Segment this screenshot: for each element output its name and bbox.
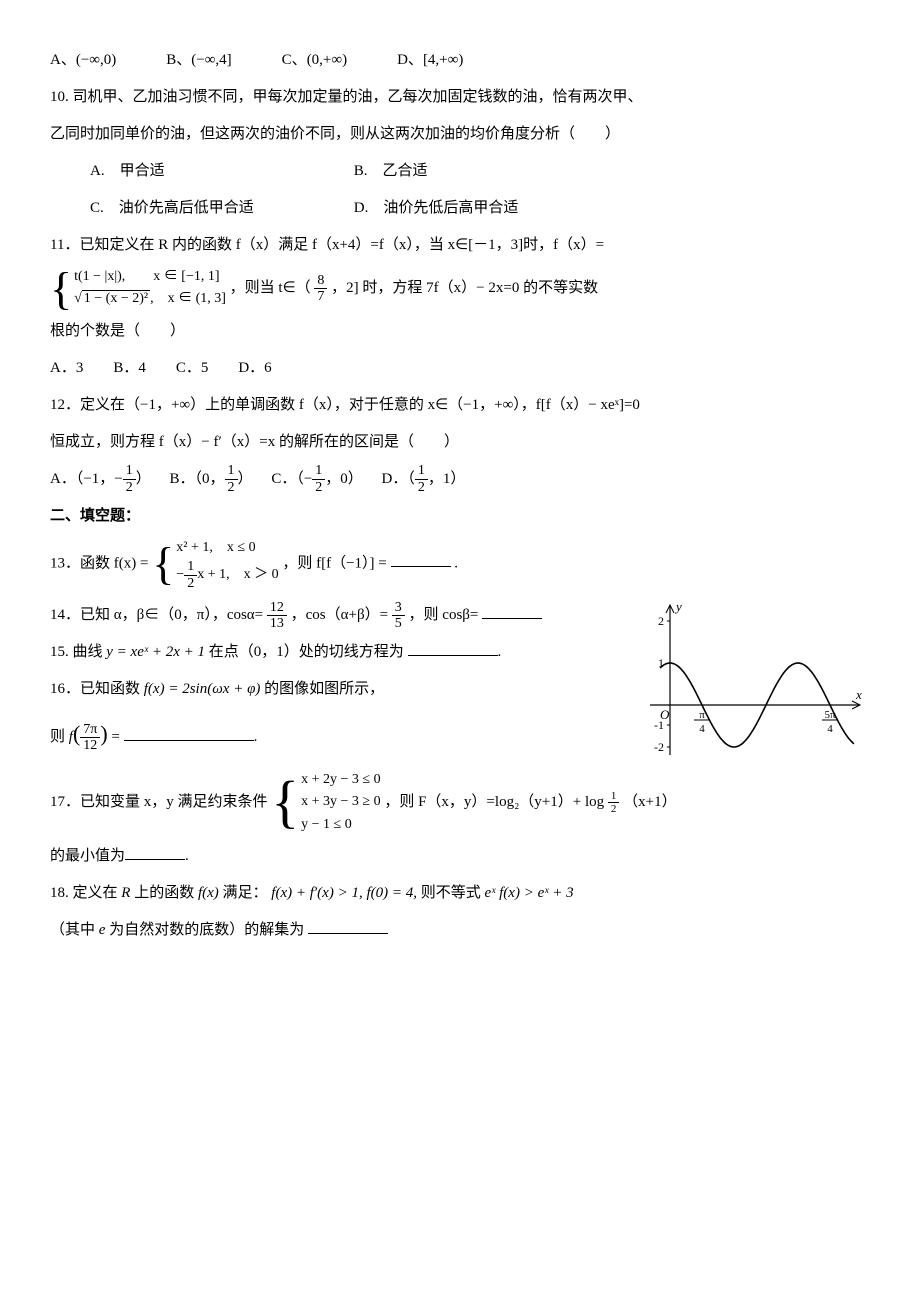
q9-opt-b: B、(−∞,4] xyxy=(166,44,231,77)
q13-p1: x² + 1, x ≤ 0 xyxy=(176,537,278,559)
q12-opt-a: A．（−1，−12） xyxy=(50,471,151,487)
section-fill-heading: 二、填空题： xyxy=(50,500,870,533)
q11-piece2: √1 − (x − 2)², x ∈ (1, 3] xyxy=(74,288,226,310)
q9-opt-d: D、[4,+∞) xyxy=(397,44,463,77)
q11-line1: 11．已知定义在 R 内的函数 f（x）满足 f（x+4）=f（x），当 x∈[… xyxy=(50,229,870,262)
q10-opt-d: D. 油价先低后高甲合适 xyxy=(354,200,519,216)
q9-options: A、(−∞,0) B、(−∞,4] C、(0,+∞) D、[4,+∞) xyxy=(50,44,870,77)
q17-line1: 17．已知变量 x，y 满足约束条件 { x + 2y − 3 ≤ 0 x + … xyxy=(50,769,870,836)
q10-opts-row1: A. 甲合适 B. 乙合适 xyxy=(50,155,870,188)
q12-opt-c: C．（−12，0） xyxy=(271,471,362,487)
q11-line3: 根的个数是（ ） xyxy=(50,315,870,348)
q13-post: . xyxy=(454,555,458,571)
brace-icon: { xyxy=(50,266,72,311)
q16-line2: 则 f(7π12) = . xyxy=(50,710,630,758)
q17-c3: y − 1 ≤ 0 xyxy=(301,814,380,836)
q12-opts: A．（−1，−12） B．（0，12） C．（−12，0） D．（12，1） xyxy=(50,463,870,496)
q10-opt-a: A. 甲合适 xyxy=(90,155,350,188)
svg-text:y: y xyxy=(674,599,682,614)
q18-line2: （其中 e 为自然对数的底数）的解集为 xyxy=(50,914,870,947)
sine-graph: 21-1-2Oyxπ45π4 xyxy=(640,595,870,765)
brace-icon: { xyxy=(271,769,299,836)
q13: 13．函数 f(x) = { x² + 1, x ≤ 0 −12x + 1, x… xyxy=(50,537,870,591)
q12-opt-b: B．（0，12） xyxy=(170,471,253,487)
q10-line1: 10. 司机甲、乙加油习惯不同，甲每次加定量的油，乙每次加固定钱数的油，恰有两次… xyxy=(50,81,870,114)
svg-text:2: 2 xyxy=(658,614,664,628)
q12-opt-d: D．（12，1） xyxy=(382,471,466,487)
q17-line2: 的最小值为. xyxy=(50,840,870,873)
q17-c1: x + 2y − 3 ≤ 0 xyxy=(301,769,380,791)
q11-piecewise: { t(1 − |x|), x ∈ [−1, 1] √1 − (x − 2)²,… xyxy=(50,266,226,311)
q13-mid: ，则 f[f（−1）] = xyxy=(282,555,390,571)
q13-p2: −12x + 1, x ＞ 0 xyxy=(176,559,278,591)
q15: 15. 曲线 y = xeˣ + 2x + 1 在点（0，1）处的切线方程为 . xyxy=(50,636,630,669)
q13-piecewise: { x² + 1, x ≤ 0 −12x + 1, x ＞ 0 xyxy=(152,537,278,591)
q11-mid: ，则当 t∈（ xyxy=(230,280,311,296)
brace-icon: { xyxy=(152,537,174,591)
q11-line2: { t(1 − |x|), x ∈ [−1, 1] √1 − (x − 2)²,… xyxy=(50,266,870,311)
svg-text:x: x xyxy=(855,687,862,702)
q12-line1: 12．定义在（−1，+∞）上的单调函数 f（x），对于任意的 x∈（−1，+∞）… xyxy=(50,389,870,422)
q11-opts: A．3 B．4 C．5 D．6 xyxy=(50,352,870,385)
q11-piece1: t(1 − |x|), x ∈ [−1, 1] xyxy=(74,266,226,288)
svg-text:O: O xyxy=(660,707,670,722)
q18-blank xyxy=(308,918,388,934)
q10-opt-c: C. 油价先高后低甲合适 xyxy=(90,192,350,225)
q10-line2: 乙同时加同单价的油，但这两次的油价不同，则从这两次加油的均价角度分析（ ） xyxy=(50,118,870,151)
q15-blank xyxy=(408,640,498,656)
q16-line1: 16．已知函数 f(x) = 2sin(ωx + φ) 的图像如图所示， xyxy=(50,673,630,706)
q14: 14．已知 α，β∈（0，π），cosα= 1213 ，cos（α+β）= 35… xyxy=(50,599,630,632)
q10-opt-b: B. 乙合适 xyxy=(354,163,428,179)
svg-text:-2: -2 xyxy=(654,740,664,754)
svg-text:4: 4 xyxy=(699,723,705,735)
q17-c2: x + 3y − 3 ≥ 0 xyxy=(301,791,380,813)
svg-text:4: 4 xyxy=(827,723,833,735)
q13-pre: 13．函数 f(x) = xyxy=(50,555,152,571)
q11-tail: ，2] 时，方程 7f（x）− 2x=0 的不等实数 xyxy=(331,280,598,296)
q10-opts-row2: C. 油价先高后低甲合适 D. 油价先低后高甲合适 xyxy=(50,192,870,225)
q9-opt-a: A、(−∞,0) xyxy=(50,44,116,77)
q16-blank xyxy=(124,725,254,741)
q13-blank xyxy=(391,551,451,567)
q11-frac: 87 xyxy=(314,273,327,305)
q17-constraints: { x + 2y − 3 ≤ 0 x + 3y − 3 ≥ 0 y − 1 ≤ … xyxy=(271,769,380,836)
q9-opt-c: C、(0,+∞) xyxy=(282,44,347,77)
q12-line2: 恒成立，则方程 f（x）− f′（x）=x 的解所在的区间是（ ） xyxy=(50,426,870,459)
q17-blank xyxy=(125,844,185,860)
q18-line1: 18. 定义在 R 上的函数 f(x) 满足： f(x) + f′(x) > 1… xyxy=(50,877,870,910)
q14-blank xyxy=(482,603,542,619)
